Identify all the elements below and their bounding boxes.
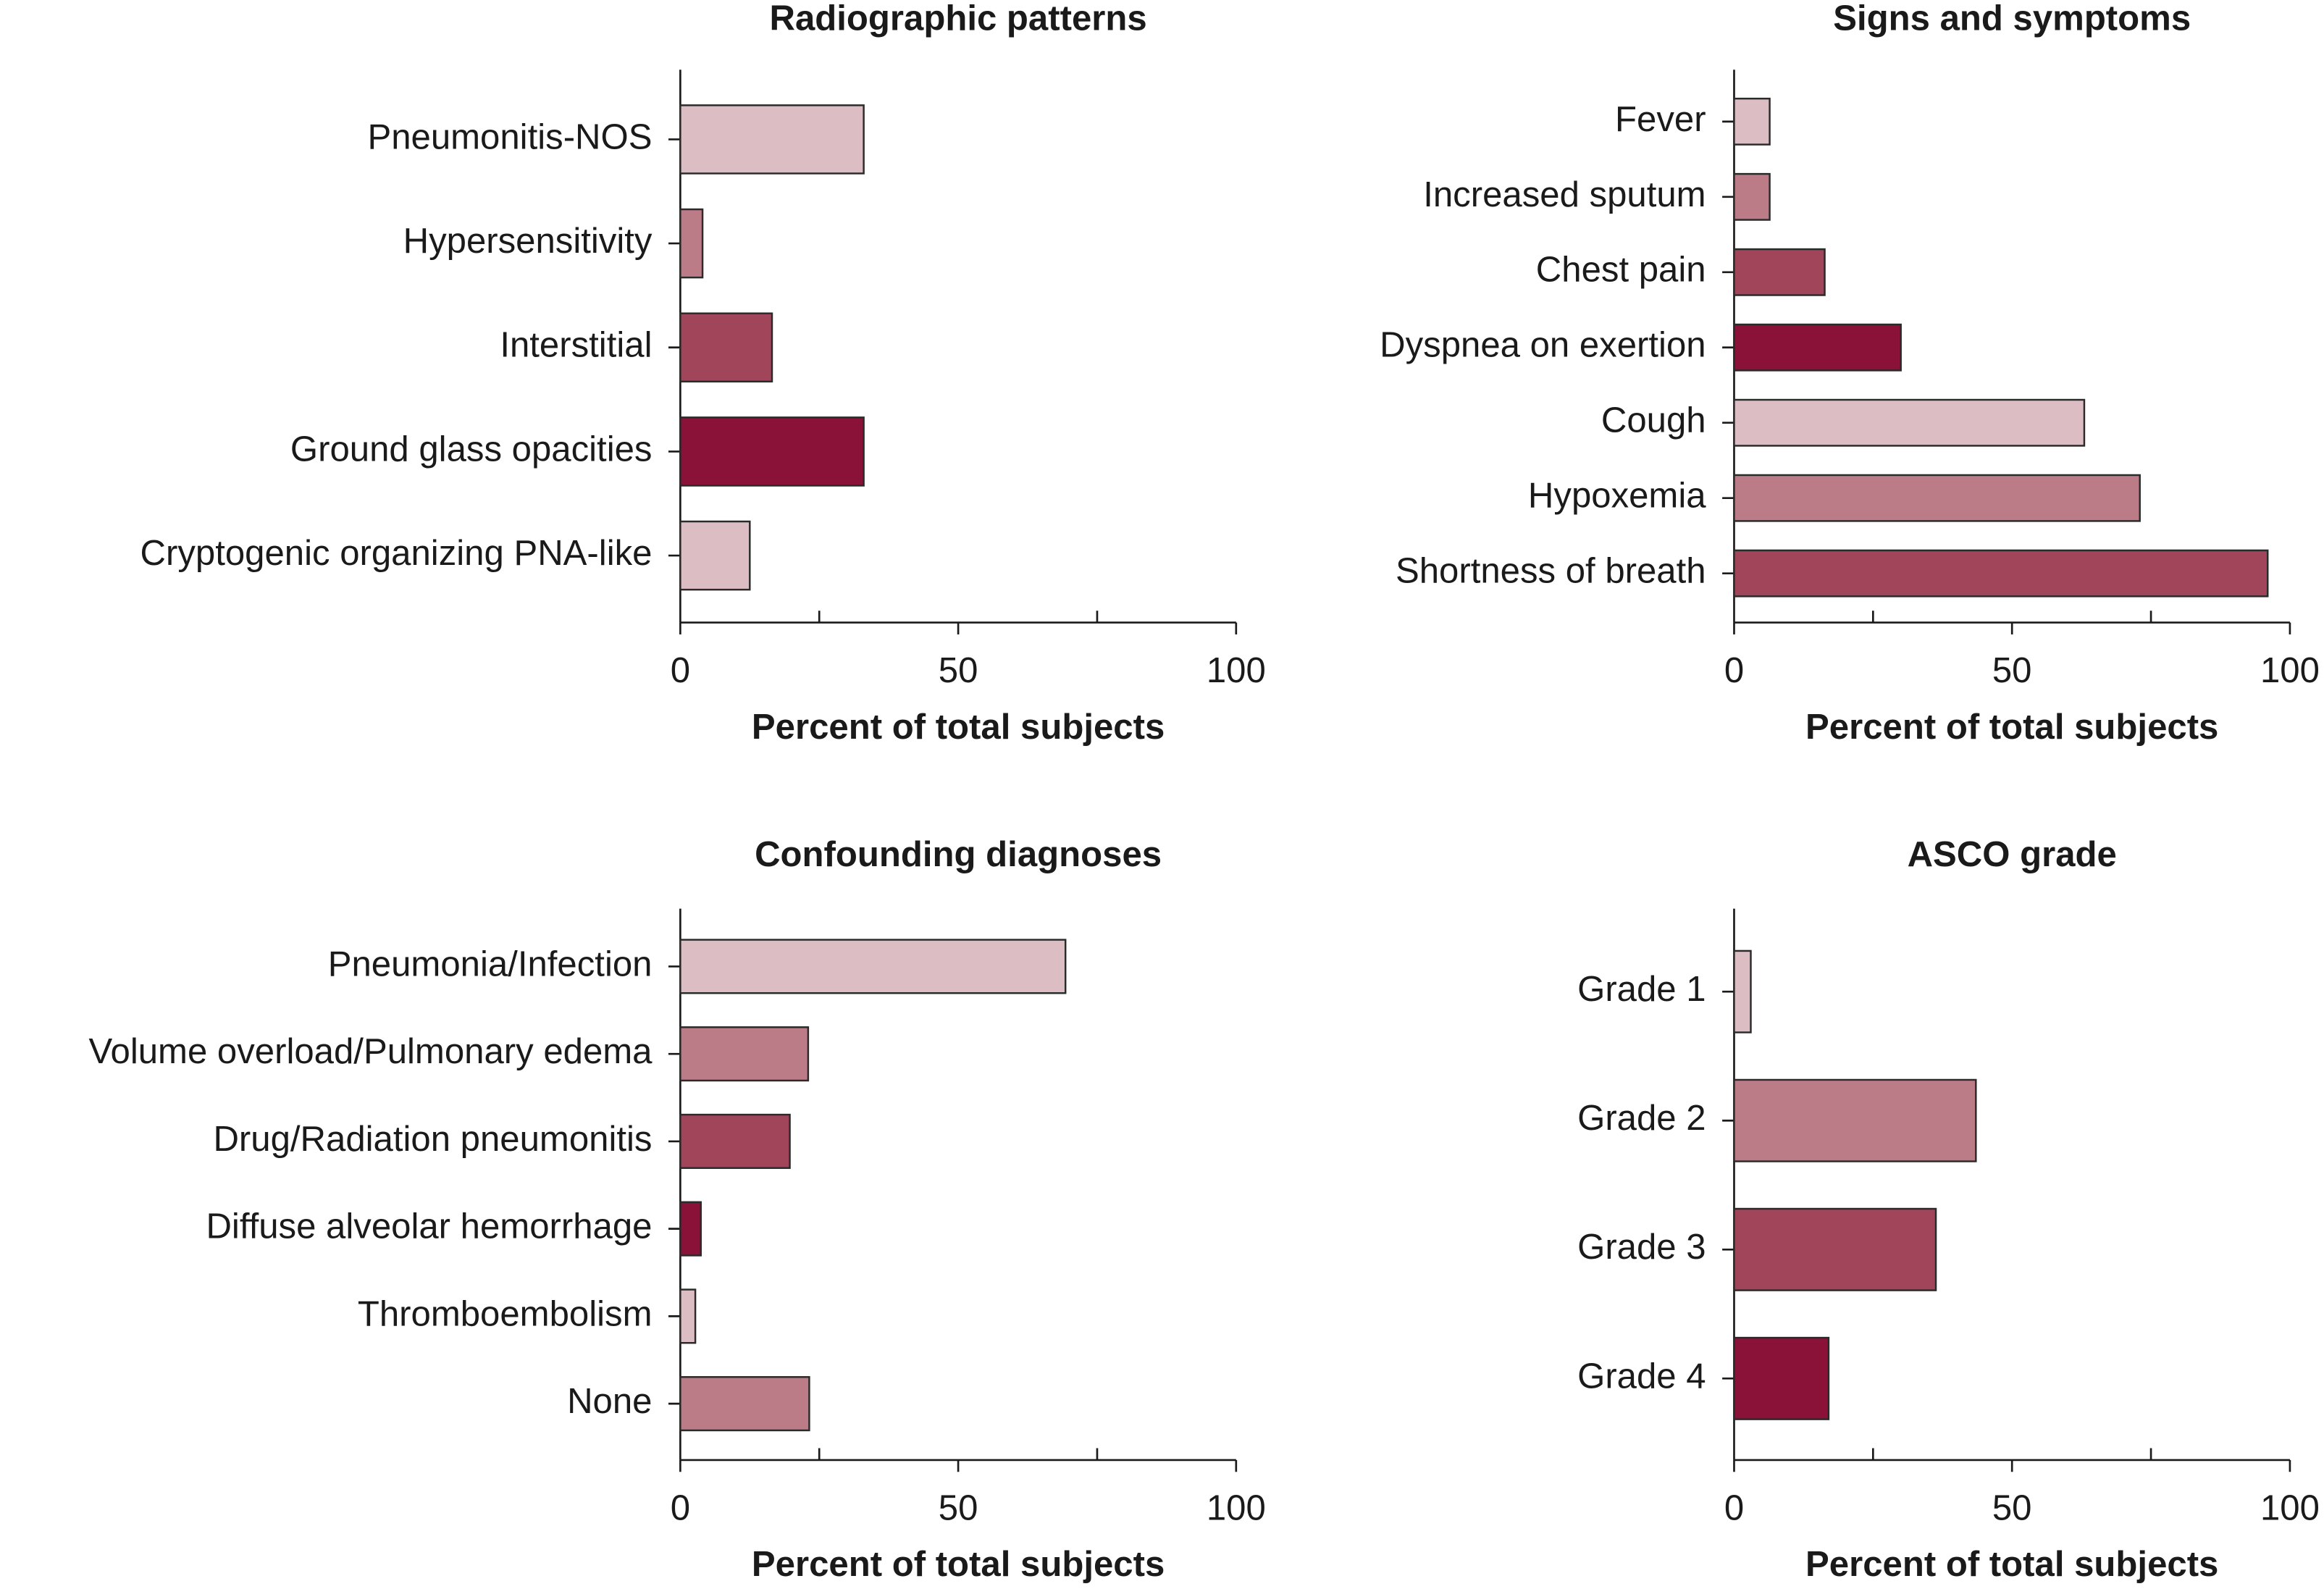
bar xyxy=(679,416,865,487)
bar xyxy=(1733,398,2086,447)
y-tick-label: Cryptogenic organizing PNA-like xyxy=(140,534,653,573)
bar xyxy=(679,939,1067,994)
bar xyxy=(679,208,704,279)
x-tick-label: 50 xyxy=(1992,1488,2032,1527)
bar xyxy=(1733,323,1902,372)
y-tick-label: Grade 2 xyxy=(1577,1099,1706,1138)
y-tick-label: Grade 3 xyxy=(1577,1228,1706,1267)
x-axis-label: Percent of total subjects xyxy=(1805,708,2218,747)
bar xyxy=(679,1288,697,1344)
x-axis-label: Percent of total subjects xyxy=(752,1545,1165,1584)
bar xyxy=(1733,248,1826,296)
bar xyxy=(1733,474,2141,522)
y-tick-label: Shortness of breath xyxy=(1396,552,1706,591)
chart-title: ASCO grade xyxy=(1908,835,2117,874)
chart-title: Radiographic patterns xyxy=(769,0,1146,38)
y-tick-label: None xyxy=(567,1382,652,1421)
y-tick-label: Chest pain xyxy=(1536,251,1706,290)
bar xyxy=(679,1376,810,1432)
bar xyxy=(679,1201,702,1257)
x-tick-label: 0 xyxy=(671,651,690,690)
x-tick-label: 50 xyxy=(939,651,978,690)
y-tick-label: Pneumonia/Infection xyxy=(328,944,653,984)
chart-title: Signs and symptoms xyxy=(1833,0,2191,38)
x-tick-label: 50 xyxy=(939,1488,978,1527)
x-tick-label: 50 xyxy=(1992,651,2032,690)
x-axis-label: Percent of total subjects xyxy=(1805,1545,2218,1584)
x-tick-label: 100 xyxy=(1207,651,1266,690)
bar xyxy=(679,520,751,591)
x-tick-label: 0 xyxy=(1724,651,1744,690)
bar xyxy=(1733,549,2269,598)
y-tick-label: Fever xyxy=(1615,100,1706,139)
y-tick-label: Dyspnea on exertion xyxy=(1380,326,1706,365)
bar xyxy=(679,104,865,175)
x-tick-label: 0 xyxy=(671,1488,690,1527)
bar xyxy=(1733,172,1771,221)
y-tick-label: Diffuse alveolar hemorrhage xyxy=(206,1207,652,1246)
bar xyxy=(1733,97,1771,146)
bar xyxy=(1733,1078,1977,1162)
y-tick-label: Thromboembolism xyxy=(358,1294,653,1333)
bar xyxy=(679,1026,810,1082)
x-tick-label: 100 xyxy=(1207,1488,1266,1527)
y-tick-label: Ground glass opacities xyxy=(290,429,653,469)
bar xyxy=(1733,949,1752,1034)
y-tick-label: Grade 4 xyxy=(1577,1357,1706,1396)
y-tick-label: Drug/Radiation pneumonitis xyxy=(213,1120,652,1159)
chart-title: Confounding diagnoses xyxy=(755,835,1162,874)
y-tick-label: Cough xyxy=(1601,401,1706,440)
x-tick-label: 100 xyxy=(2260,1488,2320,1527)
y-tick-label: Volume overload/Pulmonary edema xyxy=(88,1032,653,1071)
bar xyxy=(679,312,773,383)
y-tick-label: Interstitial xyxy=(500,326,652,365)
y-tick-label: Increased sputum xyxy=(1423,175,1706,214)
y-tick-label: Pneumonitis-NOS xyxy=(367,117,652,156)
bar xyxy=(679,1113,791,1169)
y-tick-label: Hypoxemia xyxy=(1528,477,1706,516)
y-tick-label: Grade 1 xyxy=(1577,970,1706,1009)
x-tick-label: 100 xyxy=(2260,651,2320,690)
bar xyxy=(1733,1336,1830,1420)
x-tick-label: 0 xyxy=(1724,1488,1744,1527)
bar xyxy=(1733,1207,1937,1291)
x-axis-label: Percent of total subjects xyxy=(752,708,1165,747)
y-tick-label: Hypersensitivity xyxy=(403,222,653,261)
